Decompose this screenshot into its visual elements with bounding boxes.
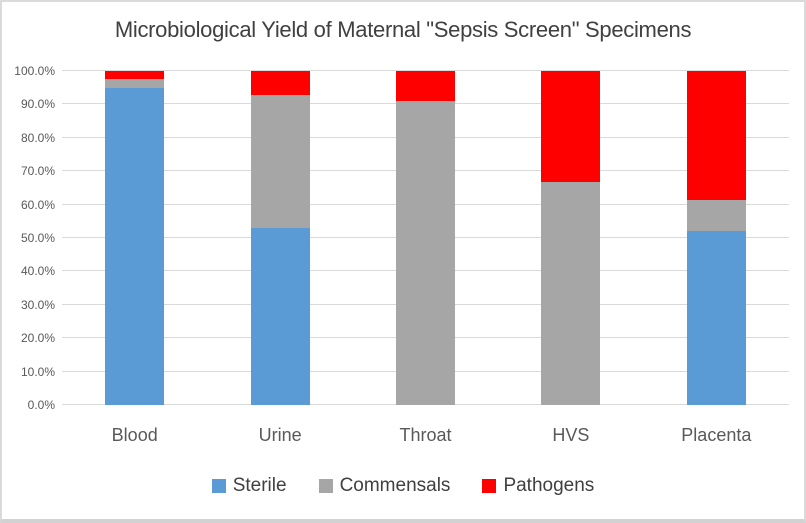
bar-segment-pathogens-urine xyxy=(250,71,310,96)
plot-area xyxy=(62,70,789,405)
bar-segment-pathogens-hvs xyxy=(541,71,601,183)
y-tick-label: 100.0% xyxy=(14,64,55,78)
bar-segment-pathogens-blood xyxy=(105,71,165,80)
legend-item-commensals: Commensals xyxy=(318,475,451,497)
y-tick-label: 40.0% xyxy=(20,264,55,279)
x-category-label: Urine xyxy=(258,425,302,445)
bars-layer xyxy=(62,71,789,405)
y-tick-label: 10.0% xyxy=(20,364,55,379)
bar-slot-placenta xyxy=(644,71,789,405)
legend-swatch-pathogens xyxy=(482,479,497,493)
y-tick-label: 70.0% xyxy=(20,164,55,179)
bar-segment-commensals-placenta xyxy=(686,199,746,232)
legend-label-sterile: Sterile xyxy=(232,475,287,496)
bar-segment-sterile-blood xyxy=(105,87,165,405)
y-tick-label: 0.0% xyxy=(27,398,55,412)
bar-segment-commensals-urine xyxy=(250,95,310,228)
bar-segment-commensals-throat xyxy=(396,101,456,405)
gridline xyxy=(62,70,789,71)
bar-segment-commensals-blood xyxy=(105,79,165,88)
y-axis: 0.0% 10.0% 20.0% 30.0% 40.0% 50.0% 60.0% 70.0% 8… xyxy=(2,64,55,412)
stacked-bar-placenta xyxy=(686,71,746,405)
x-axis: Blood Urine Throat HVS Placenta xyxy=(62,425,789,446)
stacked-bar-throat xyxy=(396,71,456,405)
stacked-bar-blood xyxy=(105,71,165,405)
legend: Sterile Commensals Pathogens xyxy=(2,475,804,497)
chart-title: Microbiological Yield of Maternal "Sepsi… xyxy=(114,17,692,42)
x-category-label: Throat xyxy=(399,425,452,445)
y-tick-label: 90.0% xyxy=(20,97,55,112)
y-tick-label: 30.0% xyxy=(20,297,55,312)
legend-swatch-sterile xyxy=(211,479,226,493)
legend-swatch-commensals xyxy=(318,479,333,493)
x-category-label: Placenta xyxy=(681,425,752,445)
y-tick-label: 20.0% xyxy=(20,331,55,346)
bar-segment-sterile-urine xyxy=(250,227,310,405)
bar-slot-urine xyxy=(207,71,352,405)
bar-slot-hvs xyxy=(498,71,643,405)
stacked-bar-hvs xyxy=(541,71,601,405)
legend-label-commensals: Commensals xyxy=(339,475,451,496)
legend-item-pathogens: Pathogens xyxy=(482,475,594,497)
legend-label-pathogens: Pathogens xyxy=(503,475,595,496)
bar-segment-pathogens-throat xyxy=(396,71,456,102)
bar-segment-pathogens-placenta xyxy=(686,71,746,200)
x-category-label: HVS xyxy=(552,425,590,445)
bar-segment-sterile-placenta xyxy=(686,231,746,405)
x-category-label: Blood xyxy=(111,425,158,445)
y-tick-label: 60.0% xyxy=(20,197,55,212)
y-tick-label: 80.0% xyxy=(20,130,55,145)
bar-slot-blood xyxy=(62,71,207,405)
legend-item-sterile: Sterile xyxy=(211,475,287,497)
stacked-bar-urine xyxy=(250,71,310,405)
y-tick-label: 50.0% xyxy=(20,231,55,245)
bar-slot-throat xyxy=(353,71,498,405)
bar-segment-commensals-hvs xyxy=(541,182,601,405)
